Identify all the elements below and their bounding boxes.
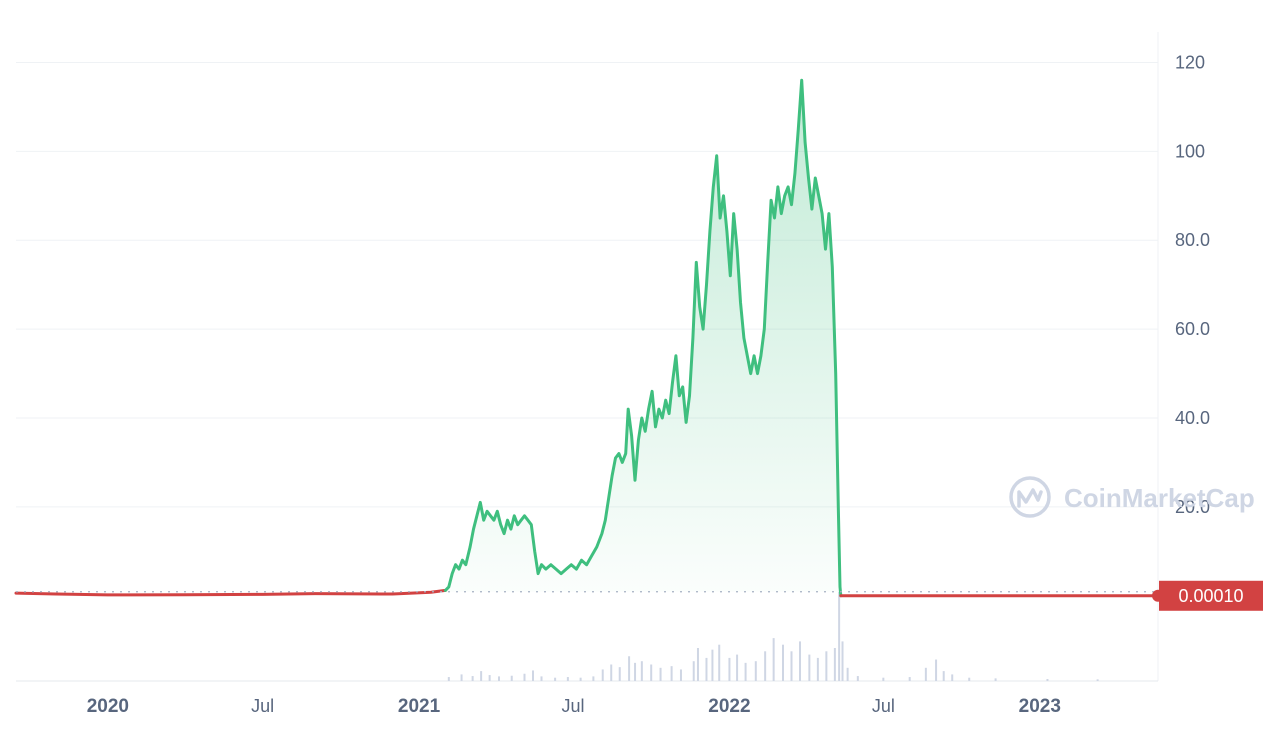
volume-bar <box>924 667 927 681</box>
volume-bar <box>670 666 673 681</box>
x-tick-label: 2020 <box>87 696 129 717</box>
volume-bar <box>841 641 844 681</box>
x-tick-label: 2021 <box>398 696 441 717</box>
volume-bar <box>790 651 793 681</box>
x-axis: 2020 Jul 2021 Jul 2022 Jul 2023 <box>87 696 1061 717</box>
y-tick-label: 20.0 <box>1175 497 1210 517</box>
volume-bar <box>838 591 841 681</box>
volume-bar <box>471 676 474 681</box>
volume-bar <box>601 669 604 681</box>
watermark-text: CoinMarketCap <box>1064 483 1255 513</box>
y-axis: 20.0 40.0 60.0 80.0 100 120 <box>1175 52 1210 516</box>
volume-bar <box>692 661 695 681</box>
volume-bar <box>816 657 819 681</box>
volume-bar <box>460 674 463 681</box>
price-line-up-1 <box>443 78 843 598</box>
volume-bar <box>659 667 662 681</box>
price-series <box>14 78 1160 598</box>
volume-bar <box>825 651 828 681</box>
volume-bar <box>882 677 885 681</box>
volume-bar <box>711 649 714 681</box>
volume-bar <box>764 651 767 681</box>
volume-bar <box>554 677 557 681</box>
volume-bar <box>540 676 543 681</box>
volume-bar <box>799 641 802 681</box>
volume-bar <box>1096 679 1099 681</box>
volume-bar <box>650 664 653 681</box>
volume-bar <box>951 674 954 681</box>
volume-bar <box>846 667 849 681</box>
volume-bar <box>592 676 595 681</box>
x-tick-label: Jul <box>561 696 584 716</box>
volume-bar <box>447 677 450 681</box>
volume-bar <box>718 644 721 681</box>
volume-bar <box>772 638 775 681</box>
volume-bar <box>728 657 731 681</box>
volume-bar <box>935 659 938 681</box>
volume-bar <box>488 675 491 681</box>
volume-bar <box>618 667 621 681</box>
price-area-fill <box>445 80 841 596</box>
current-price-badge <box>1159 580 1263 611</box>
volume-bar <box>833 648 836 681</box>
volume-bar <box>908 677 911 681</box>
y-tick-label: 80.0 <box>1175 230 1210 250</box>
volume-bar <box>856 676 859 681</box>
volume-bar <box>679 669 682 681</box>
price-area-up <box>445 80 841 596</box>
volume-bars <box>447 591 1099 681</box>
volume-bar <box>640 661 643 681</box>
volume-bar <box>628 656 631 681</box>
y-tick-label: 100 <box>1175 141 1205 161</box>
volume-bar <box>744 662 747 681</box>
gridlines <box>16 32 1159 682</box>
volume-bar <box>705 657 708 681</box>
x-tick-label: 2023 <box>1019 696 1061 717</box>
volume-bar <box>754 661 757 681</box>
volume-bar <box>579 677 582 681</box>
volume-bar <box>968 677 971 681</box>
volume-bar <box>610 664 613 681</box>
volume-bar <box>782 644 785 681</box>
current-price-label: 0.00010 <box>1178 586 1243 606</box>
volume-bar <box>696 648 699 681</box>
volume-bar <box>942 671 945 681</box>
price-line-down-0 <box>14 588 447 597</box>
volume-bar <box>532 670 535 681</box>
coinmarketcap-watermark: CoinMarketCap <box>1009 476 1255 518</box>
volume-bar <box>1046 679 1049 681</box>
x-tick-label: 2022 <box>708 696 750 717</box>
x-tick-label: Jul <box>872 696 895 716</box>
volume-bar <box>634 662 637 681</box>
volume-bar <box>566 677 569 681</box>
y-tick-label: 40.0 <box>1175 408 1210 428</box>
coinmarketcap-logo-icon <box>1009 476 1051 518</box>
volume-bar <box>510 675 513 681</box>
volume-bar <box>480 671 483 681</box>
y-tick-label: 60.0 <box>1175 319 1210 339</box>
current-price-tag: 0.00010 <box>1152 580 1263 611</box>
x-tick-label: Jul <box>251 696 274 716</box>
volume-bar <box>808 654 811 681</box>
volume-bar <box>523 673 526 681</box>
y-tick-label: 120 <box>1175 52 1205 72</box>
volume-bar <box>994 678 997 681</box>
volume-bar <box>497 676 500 681</box>
volume-bar <box>736 654 739 681</box>
